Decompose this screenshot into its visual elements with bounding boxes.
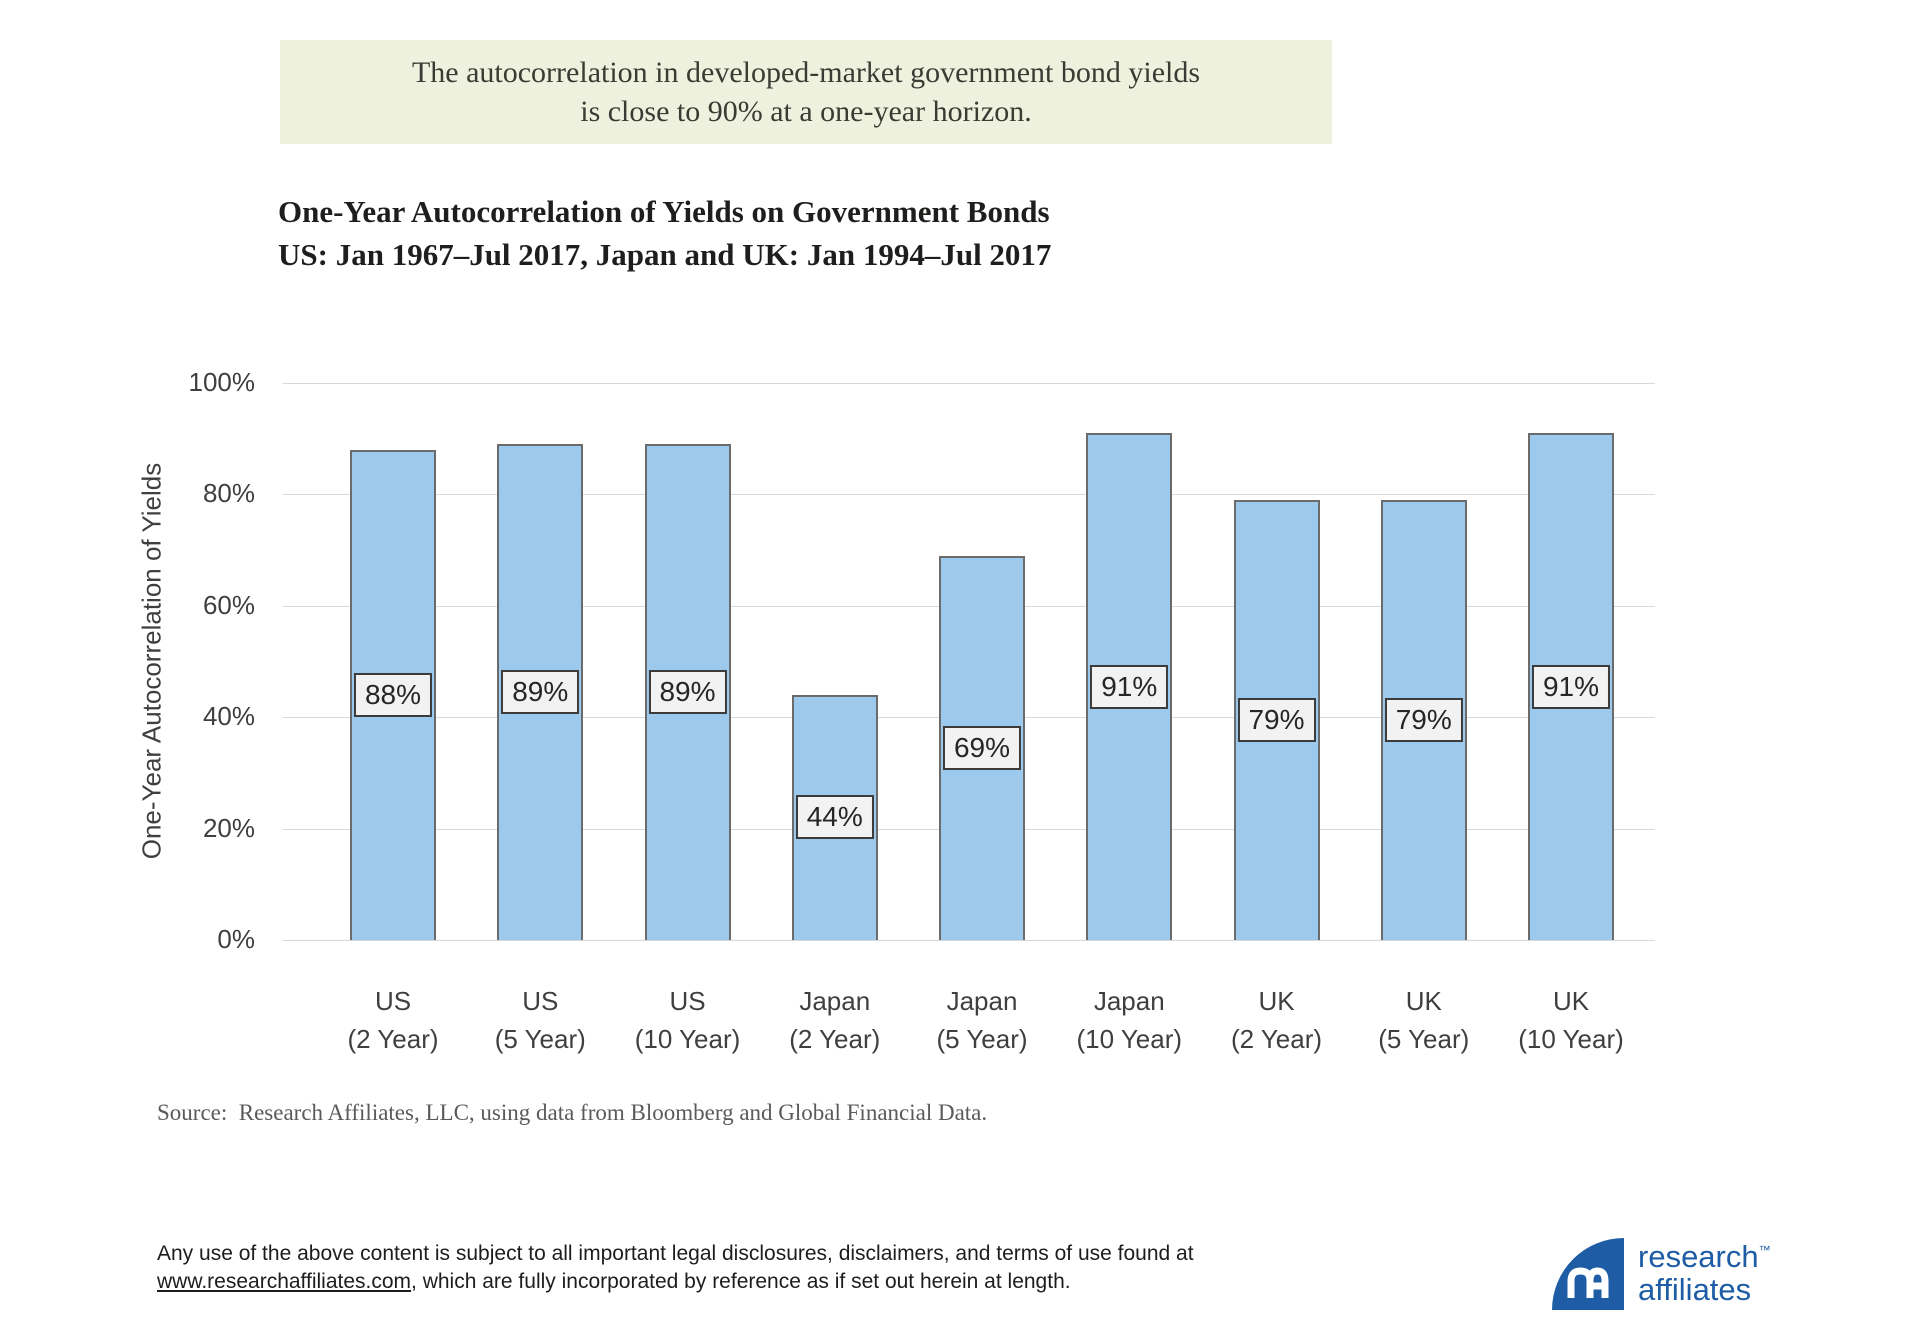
bar-value-label: 88% <box>353 672 433 717</box>
logo-word-research: research <box>1638 1239 1759 1274</box>
ra-logo-icon <box>1552 1238 1624 1310</box>
disclaimer-line2-rest: , which are fully incorporated by refere… <box>411 1270 1071 1293</box>
bar-value-label: 69% <box>942 725 1022 770</box>
researchaffiliates-link[interactable]: www.researchaffiliates.com <box>157 1270 412 1293</box>
x-category-label: UK (10 Year) <box>1518 986 1624 1054</box>
gridline-80% <box>283 494 1655 496</box>
logo-wordmark: research™ affiliates <box>1638 1240 1771 1306</box>
y-tick-label: 60% <box>202 589 255 620</box>
plot-area: 0% 20% 40% 60% 80% 100% 88% US (2 Year) 89% US (5 Y… <box>189 367 1655 1054</box>
trademark-symbol: ™ <box>1758 1243 1771 1257</box>
chart-title-line1: One-Year Autocorrelation of Yields on Go… <box>278 194 1050 229</box>
y-axis-title: One-Year Autocorrelation of Yields <box>136 462 167 860</box>
chart-title: One-Year Autocorrelation of Yields on Go… <box>278 190 1051 276</box>
x-category-label: UK (2 Year) <box>1230 986 1323 1054</box>
research-affiliates-logo: research™ affiliates <box>1552 1238 1771 1310</box>
x-category-label: US (5 Year) <box>494 986 586 1054</box>
y-tick-label: 0% <box>217 924 255 954</box>
disclaimer-line2: www.researchaffiliates.com, which are fu… <box>157 1268 1194 1296</box>
bar-value-label: 79% <box>1237 697 1316 742</box>
y-tick-label: 100% <box>188 367 256 397</box>
bar-value-label: 79% <box>1384 697 1463 742</box>
callout-line1: The autocorrelation in developed-market … <box>411 56 1201 89</box>
disclaimer-line1: Any use of the above content is subject … <box>157 1242 1194 1265</box>
source-note: Source: Research Affiliates, LLC, using … <box>157 1100 988 1125</box>
gridline-0% <box>283 940 1655 941</box>
x-category-label: US (10 Year) <box>634 986 741 1054</box>
chart-title-line2: US: Jan 1967–Jul 2017, Japan and UK: Jan… <box>278 237 1052 272</box>
legal-disclaimer: Any use of the above content is subject … <box>157 1240 1194 1296</box>
bar-value-label: 44% <box>795 795 874 840</box>
x-category-label: Japan (2 Year) <box>789 986 881 1054</box>
gridline-100% <box>283 383 1655 384</box>
x-category-label: Japan (5 Year) <box>936 986 1028 1054</box>
bar-value-label: 91% <box>1090 664 1169 709</box>
x-category-label: US (2 Year) <box>347 986 439 1054</box>
logo-word-affiliates: affiliates <box>1638 1272 1752 1307</box>
callout-banner: The autocorrelation in developed-market … <box>280 40 1332 144</box>
y-tick-label: 80% <box>202 478 255 509</box>
callout-line2: is close to 90% at a one-year horizon. <box>580 95 1032 128</box>
bar-value-label: 89% <box>501 670 580 715</box>
bar-value-label: 89% <box>648 670 727 715</box>
x-category-label: Japan (10 Year) <box>1076 986 1183 1054</box>
bar-value-label: 91% <box>1531 664 1611 709</box>
ra-monogram-icon <box>1567 1267 1609 1298</box>
y-tick-label: 20% <box>202 812 255 843</box>
y-tick-label: 40% <box>202 701 255 732</box>
x-category-label: UK (5 Year) <box>1378 986 1470 1054</box>
